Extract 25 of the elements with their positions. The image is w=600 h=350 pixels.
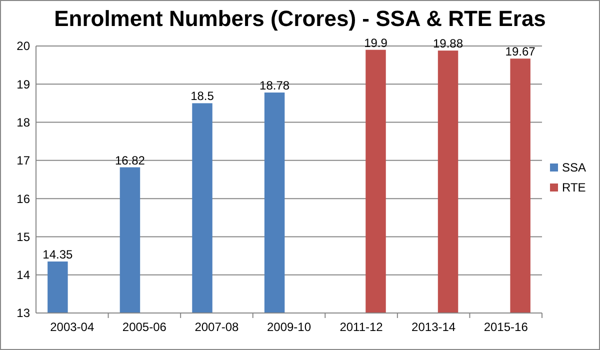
- y-tick-label: 15: [16, 230, 30, 244]
- chart-title: Enrolment Numbers (Crores) - SSA & RTE Eras: [54, 6, 546, 31]
- legend-label: SSA: [562, 160, 586, 174]
- x-tick-label: 2011-12: [340, 320, 384, 334]
- data-label: 18.5: [190, 89, 214, 104]
- y-tick-label: 19: [16, 77, 30, 92]
- x-tick-label: 2007-08: [194, 320, 240, 334]
- data-label: 19.67: [505, 44, 536, 59]
- x-tick-label: 2009-10: [266, 320, 312, 334]
- data-label: 16.82: [114, 153, 146, 168]
- x-tick-label: 2005-06: [122, 320, 167, 334]
- data-label: 14.35: [42, 248, 74, 262]
- legend-label: RTE: [562, 180, 586, 194]
- data-label: 19.9: [364, 36, 388, 50]
- x-tick-label: 2013-14: [412, 320, 456, 334]
- x-tick-label: 2003-04: [50, 320, 94, 334]
- data-label: 18.78: [260, 78, 290, 93]
- x-tick-label: 2015-16: [484, 320, 528, 334]
- y-tick-label: 18: [16, 115, 30, 130]
- y-tick-label: 14: [16, 268, 30, 282]
- y-tick-label: 16: [16, 192, 30, 206]
- y-tick-label: 20: [16, 39, 30, 54]
- y-tick-label: 13: [16, 306, 30, 320]
- data-label: 19.88: [433, 36, 464, 51]
- y-tick-label: 17: [16, 154, 30, 168]
